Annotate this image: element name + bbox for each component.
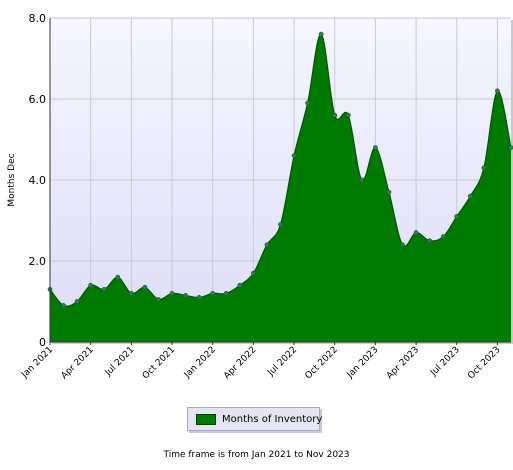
data-point-12 — [210, 290, 216, 296]
data-point-4 — [101, 286, 107, 292]
data-point-26 — [400, 242, 405, 248]
data-point-17 — [278, 222, 283, 227]
area-series — [49, 33, 512, 343]
data-point-5 — [115, 274, 121, 280]
data-point-1 — [61, 303, 66, 308]
data-point-7 — [142, 284, 148, 290]
area-fill — [50, 34, 511, 343]
data-point-29 — [440, 234, 446, 240]
y-tick-label-1: 2.0 — [29, 255, 47, 268]
x-tick-label-11: Oct 2023 — [466, 345, 502, 381]
x-tick-label-1: Apr 2021 — [59, 345, 95, 381]
y-tick-label-2: 4.0 — [29, 174, 47, 187]
data-point-2 — [74, 299, 80, 304]
data-point-23 — [359, 177, 365, 183]
legend: Months of Inventory — [187, 407, 323, 431]
area-outline — [49, 33, 512, 307]
x-tick-label-8: Jan 2023 — [345, 345, 381, 381]
data-point-28 — [427, 238, 433, 244]
x-tick-label-7: Oct 2022 — [304, 345, 340, 381]
data-point-16 — [264, 242, 270, 248]
data-point-22 — [345, 112, 351, 118]
data-points — [47, 31, 513, 308]
data-point-11 — [196, 295, 202, 300]
data-point-9 — [169, 290, 175, 296]
y-tick-label-4: 8.0 — [29, 12, 47, 25]
data-point-21 — [332, 112, 338, 118]
data-point-13 — [223, 290, 229, 296]
legend-swatch — [196, 413, 216, 425]
axes — [49, 18, 511, 343]
x-tick-labels: Jan 2021 Apr 2021 Jul 2021 Oct 2021 Jan 2022… — [19, 342, 503, 381]
x-tick-label-3: Oct 2021 — [141, 345, 177, 381]
y-tick-label-0: 0 — [39, 336, 46, 349]
data-point-33 — [495, 88, 500, 94]
data-point-30 — [454, 214, 460, 219]
x-tick-label-5: Apr 2022 — [222, 345, 258, 381]
data-point-34 — [508, 145, 513, 150]
data-point-19 — [305, 100, 311, 106]
y-axis-label: Months Dec — [7, 153, 17, 206]
data-point-8 — [156, 297, 161, 302]
data-point-10 — [183, 293, 188, 298]
x-tick-label-9: Apr 2023 — [385, 345, 421, 381]
data-point-32 — [481, 165, 487, 171]
legend-label: Months of Inventory — [222, 413, 323, 425]
data-point-6 — [128, 290, 134, 296]
y-tick-labels: 0 2.0 4.0 6.0 8.0 — [29, 12, 47, 349]
y-tick-label-3: 6.0 — [29, 93, 47, 106]
data-point-15 — [250, 270, 256, 276]
data-point-24 — [373, 145, 378, 150]
x-tick-label-2: Jul 2021 — [103, 345, 137, 379]
data-point-18 — [291, 153, 297, 159]
data-point-14 — [237, 282, 243, 288]
x-tick-label-6: Jul 2022 — [266, 345, 300, 379]
data-point-20 — [318, 31, 324, 37]
x-tick-label-10: Jul 2023 — [428, 345, 462, 379]
data-point-31 — [467, 193, 473, 199]
data-point-3 — [88, 282, 94, 288]
time-frame-caption: Time frame is from Jan 2021 to Nov 2023 — [163, 450, 350, 460]
x-tick-label-4: Jan 2022 — [182, 345, 218, 381]
data-point-27 — [413, 230, 419, 236]
x-tick-label-0: Jan 2021 — [19, 345, 55, 381]
data-point-25 — [386, 189, 392, 195]
